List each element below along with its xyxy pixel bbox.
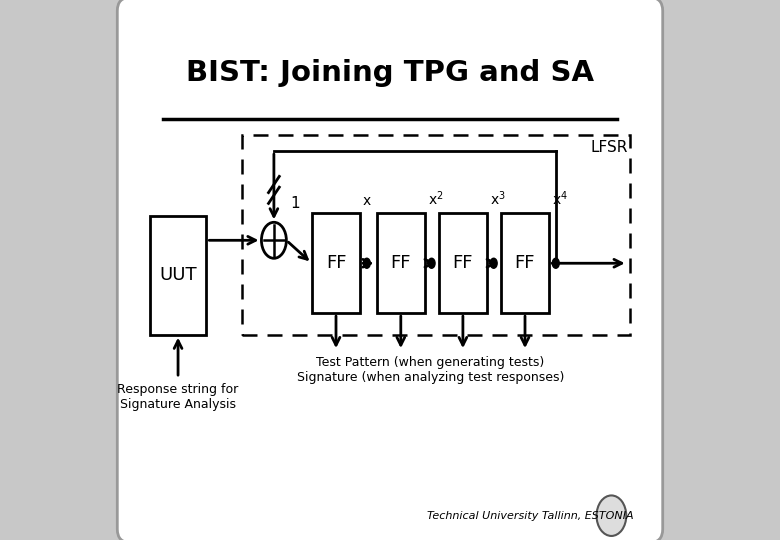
Text: Test Pattern (when generating tests)
Signature (when analyzing test responses): Test Pattern (when generating tests) Sig…	[297, 356, 564, 384]
Text: FF: FF	[452, 254, 473, 272]
FancyBboxPatch shape	[501, 213, 549, 313]
Text: FF: FF	[515, 254, 535, 272]
Text: BIST: Joining TPG and SA: BIST: Joining TPG and SA	[186, 59, 594, 87]
FancyBboxPatch shape	[438, 213, 488, 313]
Ellipse shape	[490, 258, 497, 268]
Ellipse shape	[597, 496, 626, 536]
Text: Response string for
Signature Analysis: Response string for Signature Analysis	[118, 383, 239, 411]
Text: x$^3$: x$^3$	[490, 190, 505, 208]
Ellipse shape	[428, 258, 435, 268]
Ellipse shape	[552, 258, 559, 268]
Text: Technical University Tallinn, ESTONIA: Technical University Tallinn, ESTONIA	[427, 511, 633, 521]
Text: 1: 1	[291, 197, 300, 212]
FancyBboxPatch shape	[377, 213, 425, 313]
Text: x$^2$: x$^2$	[427, 190, 443, 208]
Ellipse shape	[363, 258, 370, 268]
Text: x: x	[363, 194, 371, 208]
Text: LFSR: LFSR	[590, 140, 628, 156]
Text: x$^4$: x$^4$	[552, 190, 568, 208]
FancyBboxPatch shape	[117, 0, 663, 540]
Ellipse shape	[261, 222, 286, 258]
FancyBboxPatch shape	[150, 216, 207, 335]
FancyBboxPatch shape	[312, 213, 360, 313]
Text: UUT: UUT	[159, 266, 197, 285]
Text: FF: FF	[326, 254, 346, 272]
Text: FF: FF	[391, 254, 411, 272]
